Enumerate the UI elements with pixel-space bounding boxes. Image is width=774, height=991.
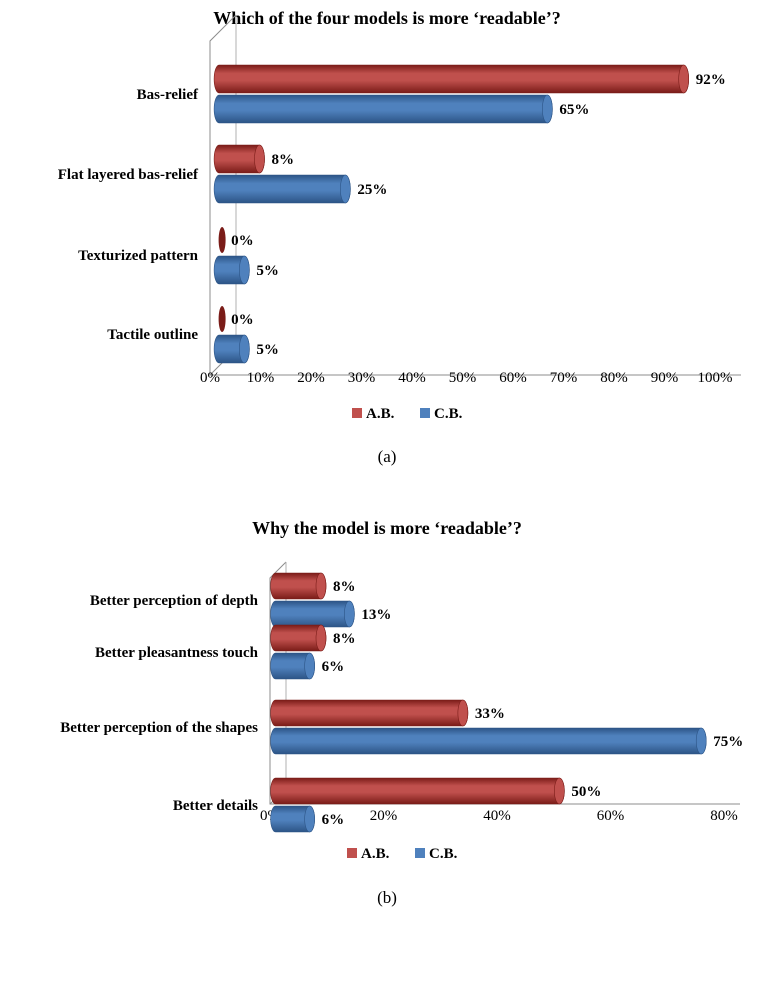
data-label: 50% [571,784,601,800]
x-tick-label: 30% [348,370,376,386]
category-label: Bas-relief [137,87,199,103]
category-label: Better details [173,798,258,814]
axis-wall [269,561,740,805]
x-tick-label: 60% [597,808,625,824]
legend-label: A.B. [366,406,395,422]
bar-body [213,64,689,94]
x-tick-label: 40% [483,808,511,824]
bar-cap [695,727,707,755]
bar-body [270,600,355,628]
data-label: 33% [475,706,505,722]
x-tick-label: 70% [550,370,578,386]
category-label: Better perception of the shapes [60,720,258,736]
bar-ab [270,572,327,600]
data-label: 6% [322,812,345,828]
category-label: Better pleasantness touch [95,645,259,661]
legend-swatch-ab [352,408,362,418]
axis-wall [209,14,741,376]
data-label: 8% [333,579,356,595]
chart-title: Which of the four models is more ‘readab… [213,8,560,28]
data-label: 6% [322,659,345,675]
x-tick-label: 80% [710,808,738,824]
chart-caption: (a) [378,447,397,466]
bar-ab [270,624,327,652]
data-label: 0% [231,233,254,249]
legend-swatch-cb [415,848,425,858]
category-label: Flat layered bas-relief [58,167,199,183]
data-label: 0% [231,312,254,328]
bar-cap [315,624,327,652]
bar-cap [678,64,690,94]
bar-cb [213,255,250,285]
bar-cap [218,306,226,332]
bar-body [270,777,565,805]
bar-cap [340,174,351,204]
data-label: 13% [361,607,391,623]
chart-title: Why the model is more ‘readable’? [252,518,522,538]
bar-cap [239,255,250,285]
data-label: 5% [256,342,279,358]
category-label: Tactile outline [107,327,198,343]
bar-cb [213,334,250,364]
bar-cap [344,600,355,628]
data-label: 25% [357,182,387,198]
category-label: Better perception of depth [90,593,259,609]
x-tick-label: 80% [600,370,628,386]
data-label: 65% [559,102,589,118]
bar-cap [457,699,469,727]
bar-cb [270,727,707,755]
category-label: Texturized pattern [78,248,199,264]
bar-body [213,174,351,204]
chart-0: Which of the four models is more ‘readab… [58,8,741,466]
bar-cap [554,777,565,805]
x-tick-label: 0% [200,370,220,386]
bar-ab [270,699,469,727]
bar-cap [218,227,226,253]
data-label: 75% [713,734,743,750]
bar-cap [304,652,315,680]
data-label: 8% [333,631,356,647]
x-tick-label: 60% [499,370,527,386]
data-label: 5% [256,263,279,279]
legend-label: A.B. [361,846,390,862]
x-tick-label: 50% [449,370,477,386]
bar-cb [270,600,355,628]
x-tick-label: 20% [370,808,398,824]
bar-ab [218,227,226,253]
chart-1: Why the model is more ‘readable’?0% 20% 40… [60,518,743,907]
x-tick-label: 100% [698,370,733,386]
bar-cb [270,652,315,680]
bar-body [270,699,469,727]
bar-cap [239,334,250,364]
x-tick-label: 10% [247,370,275,386]
x-tick-label: 90% [651,370,679,386]
bar-cap [254,144,265,174]
data-label: 8% [272,152,295,168]
bar-ab [270,777,565,805]
bar-ab [213,144,265,174]
chart-caption: (b) [377,888,397,907]
legend-label: C.B. [434,406,463,422]
x-tick-label: 20% [297,370,325,386]
bar-cb [213,94,553,124]
bar-cb [270,805,315,833]
legend-swatch-cb [420,408,430,418]
bar-ab [218,306,226,332]
bar-body [270,727,707,755]
data-label: 92% [696,72,726,88]
bar-cap [542,94,553,124]
bar-body [213,94,553,124]
bar-cap [304,805,315,833]
bar-ab [213,64,690,94]
bar-cap [315,572,327,600]
legend-swatch-ab [347,848,357,858]
legend-label: C.B. [429,846,458,862]
x-tick-label: 40% [398,370,426,386]
bar-cb [213,174,351,204]
